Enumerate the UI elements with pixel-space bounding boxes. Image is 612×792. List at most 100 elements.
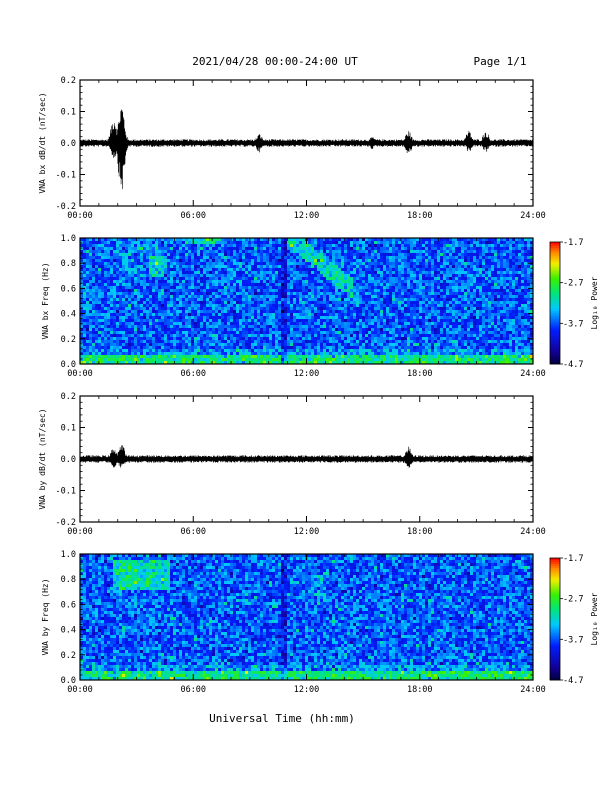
heatmap-cell — [326, 322, 330, 326]
heatmap-cell — [374, 328, 378, 332]
heatmap-cell — [212, 349, 216, 353]
heatmap-cell — [287, 343, 291, 347]
heatmap-cell — [83, 310, 87, 314]
heatmap-cell — [221, 292, 225, 296]
heatmap-cell — [320, 256, 324, 260]
heatmap-cell — [122, 304, 126, 308]
heatmap-cell — [209, 334, 213, 338]
heatmap-cell — [194, 295, 198, 299]
heatmap-cell — [152, 256, 156, 260]
heatmap-cell — [314, 244, 318, 248]
heatmap-cell — [305, 295, 309, 299]
heatmap-cell — [425, 241, 429, 245]
heatmap-cell — [425, 253, 429, 257]
heatmap-cell — [263, 286, 267, 290]
heatmap-cell — [122, 328, 126, 332]
heatmap-cell — [413, 307, 417, 311]
heatmap-cell — [323, 349, 327, 353]
heatmap-cell — [179, 340, 183, 344]
heatmap-cell — [398, 286, 402, 290]
heatmap-cell — [200, 304, 204, 308]
heatmap-cell — [170, 244, 174, 248]
heatmap-cell — [380, 343, 384, 347]
heatmap-cell — [149, 349, 153, 353]
heatmap-cell — [143, 310, 147, 314]
heatmap-cell — [143, 268, 147, 272]
heatmap-cell — [329, 307, 333, 311]
heatmap-cell — [260, 274, 264, 278]
heatmap-cell — [416, 349, 420, 353]
heatmap-cell — [314, 358, 318, 362]
heatmap-cell — [335, 289, 339, 293]
heatmap-cell — [260, 349, 264, 353]
heatmap-cell — [338, 337, 342, 341]
heatmap-cell — [260, 250, 264, 254]
heatmap-cell — [239, 307, 243, 311]
heatmap-cell — [272, 343, 276, 347]
heatmap-cell — [80, 283, 84, 287]
heatmap-cell — [251, 325, 255, 329]
heatmap-cell — [125, 238, 129, 242]
heatmap-cell — [212, 310, 216, 314]
heatmap-cell — [188, 277, 192, 281]
heatmap-cell — [314, 325, 318, 329]
heatmap-cell — [152, 334, 156, 338]
heatmap-cell — [365, 337, 369, 341]
heatmap-cell — [152, 274, 156, 278]
heatmap-cell — [251, 358, 255, 362]
heatmap-cell — [335, 355, 339, 359]
heatmap-cell — [425, 292, 429, 296]
heatmap-cell — [134, 241, 138, 245]
heatmap-cell — [362, 292, 366, 296]
heatmap-cell — [185, 262, 189, 266]
heatmap-cell — [371, 289, 375, 293]
heatmap-cell — [155, 283, 159, 287]
heatmap-cell — [236, 268, 240, 272]
heatmap-cell — [209, 286, 213, 290]
heatmap-cell — [278, 256, 282, 260]
heatmap-cell — [200, 331, 204, 335]
heatmap-cell — [98, 319, 102, 323]
heatmap-cell — [170, 289, 174, 293]
heatmap-cell — [86, 286, 90, 290]
heatmap-cell — [248, 241, 252, 245]
heatmap-cell — [308, 310, 312, 314]
heatmap-cell — [398, 289, 402, 293]
heatmap-cell — [353, 280, 357, 284]
heatmap-cell — [356, 256, 360, 260]
heatmap-cell — [311, 358, 315, 362]
heatmap-cell — [308, 292, 312, 296]
heatmap-cell — [80, 289, 84, 293]
heatmap-cell — [179, 355, 183, 359]
heatmap-cell — [215, 310, 219, 314]
heatmap-cell — [221, 265, 225, 269]
heatmap-cell — [371, 265, 375, 269]
heatmap-cell — [395, 241, 399, 245]
heatmap-cell — [413, 253, 417, 257]
heatmap-cell — [191, 283, 195, 287]
heatmap-cell — [188, 316, 192, 320]
heatmap-cell — [422, 304, 426, 308]
heatmap-cell — [95, 244, 99, 248]
heatmap-cell — [329, 295, 333, 299]
heatmap-cell — [407, 334, 411, 338]
heatmap-cell — [239, 280, 243, 284]
heatmap-cell — [188, 304, 192, 308]
heatmap-cell — [275, 301, 279, 305]
heatmap-cell — [206, 268, 210, 272]
heatmap-cell — [119, 250, 123, 254]
heatmap-cell — [398, 256, 402, 260]
heatmap-cell — [86, 322, 90, 326]
heatmap-cell — [302, 313, 306, 317]
heatmap-cell — [230, 259, 234, 263]
heatmap-cell — [293, 265, 297, 269]
heatmap-cell — [398, 259, 402, 263]
heatmap-cell — [335, 241, 339, 245]
heatmap-cell — [299, 340, 303, 344]
heatmap-cell — [293, 343, 297, 347]
heatmap-cell — [167, 316, 171, 320]
heatmap-cell — [155, 271, 159, 275]
heatmap-cell — [227, 271, 231, 275]
heatmap-cell — [320, 319, 324, 323]
heatmap-cell — [167, 322, 171, 326]
